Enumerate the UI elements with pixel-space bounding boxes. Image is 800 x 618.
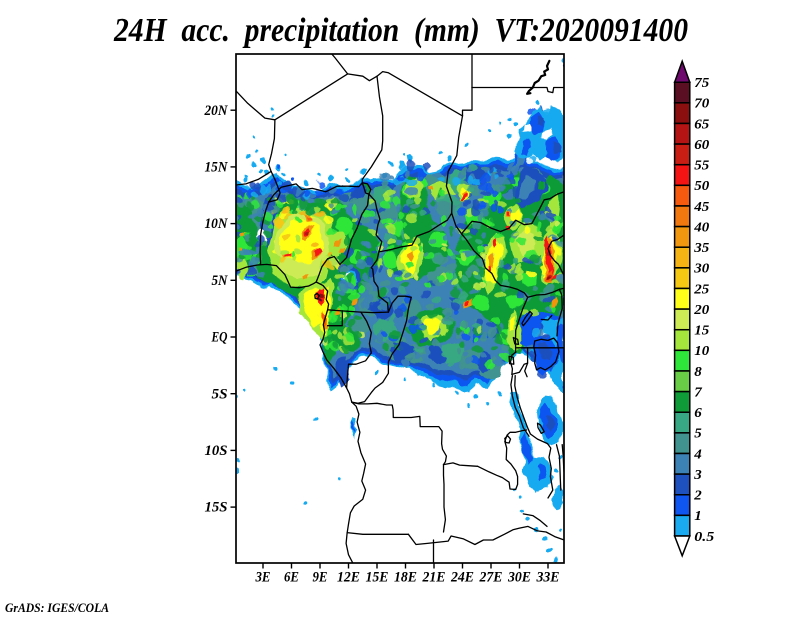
svg-text:18E: 18E — [394, 570, 417, 586]
svg-text:20N: 20N — [204, 103, 228, 119]
svg-text:3E: 3E — [255, 570, 271, 586]
svg-text:12E: 12E — [337, 570, 360, 586]
svg-text:35: 35 — [693, 241, 709, 256]
svg-text:6E: 6E — [284, 570, 299, 586]
svg-text:2: 2 — [693, 489, 702, 504]
svg-text:30: 30 — [693, 262, 709, 277]
svg-text:24E: 24E — [450, 570, 474, 586]
svg-text:5: 5 — [694, 427, 702, 442]
svg-text:9E: 9E — [313, 570, 328, 586]
svg-text:33E: 33E — [536, 570, 560, 586]
svg-text:EQ: EQ — [211, 330, 228, 346]
svg-text:50: 50 — [694, 179, 709, 194]
svg-text:10S: 10S — [205, 443, 228, 459]
svg-text:40: 40 — [693, 220, 709, 235]
svg-text:10: 10 — [694, 344, 709, 359]
svg-text:70: 70 — [694, 97, 709, 112]
svg-text:8: 8 — [694, 365, 702, 380]
svg-text:4: 4 — [693, 447, 702, 462]
svg-text:1: 1 — [694, 509, 702, 524]
svg-text:24H acc. precipitation (mm): 24H acc. precipitation (mm) VT:202009140… — [113, 12, 688, 49]
svg-text:60: 60 — [694, 138, 709, 153]
svg-text:75: 75 — [694, 76, 709, 91]
svg-text:15S: 15S — [205, 500, 228, 516]
svg-text:15N: 15N — [205, 160, 228, 176]
svg-text:5N: 5N — [212, 273, 228, 289]
svg-text:0.5: 0.5 — [694, 530, 714, 545]
svg-text:10N: 10N — [205, 216, 228, 232]
svg-text:15: 15 — [694, 324, 709, 339]
svg-text:65: 65 — [694, 117, 709, 132]
svg-text:5S: 5S — [212, 386, 228, 402]
svg-text:20: 20 — [693, 303, 709, 318]
svg-text:15E: 15E — [366, 570, 389, 586]
svg-text:27E: 27E — [479, 570, 503, 586]
svg-text:55: 55 — [694, 159, 709, 174]
svg-text:7: 7 — [694, 385, 703, 400]
svg-text:25: 25 — [693, 282, 709, 297]
svg-text:21E: 21E — [422, 570, 446, 586]
svg-text:45: 45 — [693, 200, 709, 215]
svg-text:30E: 30E — [507, 570, 531, 586]
svg-text:6: 6 — [694, 406, 702, 421]
svg-text:GrADS: IGES/COLA: GrADS: IGES/COLA — [5, 601, 109, 615]
svg-text:3: 3 — [693, 468, 702, 483]
